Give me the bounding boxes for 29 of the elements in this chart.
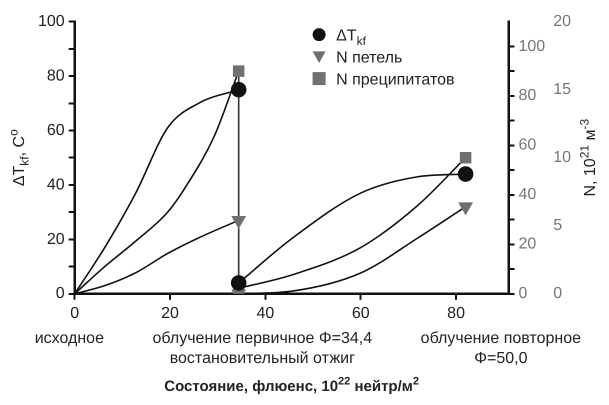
y-tick-label: 80: [46, 67, 65, 84]
y-tick-label: 20: [46, 230, 65, 248]
text: облучение повторное Φ=50,0: [420, 330, 582, 367]
y2-tick-label: 0: [518, 285, 528, 302]
x-tick-label: 0: [70, 304, 80, 322]
y-tick-label: 0: [56, 285, 65, 302]
legend-label: N преципитатов: [336, 72, 455, 89]
y-tick-label: 60: [46, 122, 65, 139]
y2-tick-label: 20: [518, 236, 536, 253]
y2-tick-label: 40: [518, 186, 536, 204]
text: исходное: [34, 330, 104, 347]
y3-tick-label: 0: [553, 285, 562, 302]
y2-axis-title: N, 1021 м-3: [577, 118, 599, 197]
x-tick-label: 40: [256, 304, 274, 322]
y-tick-label: 100: [38, 13, 65, 30]
legend-label: N петель: [336, 50, 402, 67]
x-tick-label: 80: [447, 304, 466, 322]
text: облучение первичное Φ=34,4 востановительный отжиг: [152, 330, 372, 367]
y-tick-label: 40: [46, 176, 65, 194]
y3-tick-label: 15: [553, 81, 572, 98]
y2-tick-label: 60: [518, 136, 536, 154]
y2-tick-label: 100: [518, 38, 546, 55]
y-axis-title: ΔTkf, Co: [6, 128, 32, 186]
y3-tick-label: 10: [553, 149, 572, 166]
y2-tick-label: 80: [518, 87, 536, 104]
x-tick-label: 60: [352, 304, 370, 322]
y3-tick-label: 20: [553, 13, 572, 30]
x-tick-label: 20: [161, 304, 180, 322]
y3-tick-label: 5: [553, 217, 562, 234]
